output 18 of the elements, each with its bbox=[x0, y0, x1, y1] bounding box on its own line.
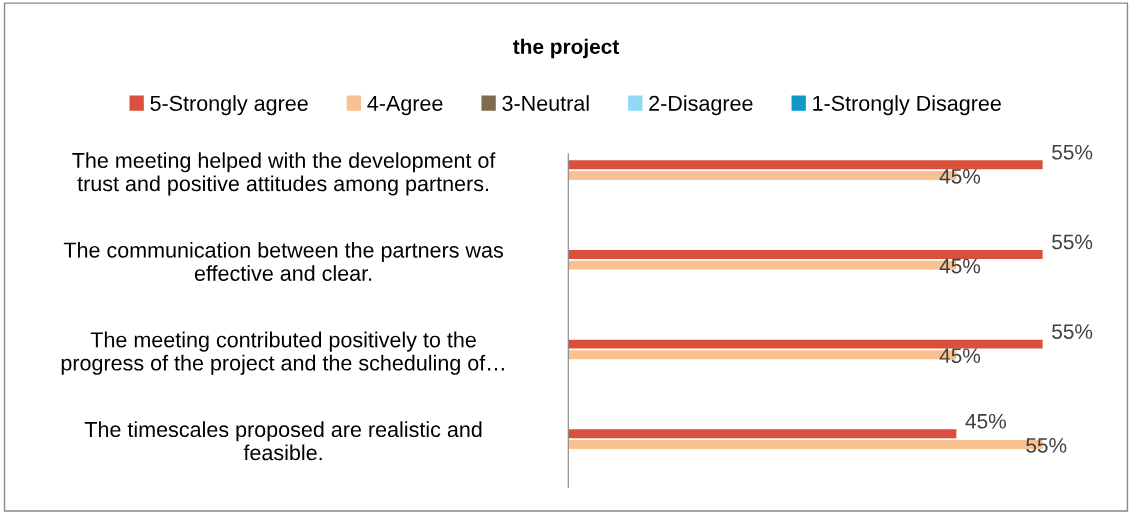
data-label: 45% bbox=[939, 169, 981, 184]
data-label: 55% bbox=[1026, 438, 1067, 453]
y-tick-label: The communication between the partners was effective and clear. bbox=[63, 241, 503, 281]
legend-label: 1-Strongly Disagree bbox=[813, 95, 1001, 116]
data-label: 55% bbox=[1052, 144, 1093, 160]
data-label: 45% bbox=[939, 348, 981, 364]
chart-title: the project bbox=[513, 38, 619, 59]
legend-label: 3-Neutral bbox=[502, 95, 589, 111]
legend-label: 5-Strongly agree bbox=[150, 95, 308, 116]
data-label: 45% bbox=[939, 258, 981, 274]
legend-label: 4-Agree bbox=[367, 95, 443, 116]
y-tick-label: The timescales proposed are realistic and feasible. bbox=[84, 421, 482, 461]
data-label: 55% bbox=[1052, 234, 1093, 250]
legend-label: 2-Disagree bbox=[649, 95, 753, 116]
data-label: 55% bbox=[1052, 324, 1093, 339]
y-tick-label: The meeting helped with the development of trust and positive attitudes among partners. bbox=[72, 152, 496, 196]
data-label: 45% bbox=[965, 413, 1006, 429]
y-tick-label: The meeting contributed positively to the progress of the project and the scheduling of… bbox=[61, 331, 504, 375]
